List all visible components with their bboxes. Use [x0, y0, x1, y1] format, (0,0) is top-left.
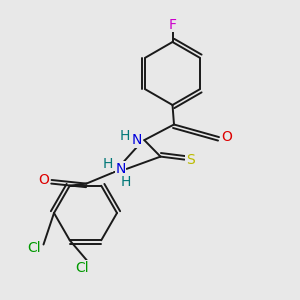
Text: F: F	[169, 18, 176, 32]
Text: H: H	[102, 157, 112, 171]
Text: Cl: Cl	[75, 261, 89, 274]
Text: N: N	[116, 162, 126, 176]
Text: O: O	[39, 173, 50, 187]
Text: N: N	[132, 133, 142, 147]
Text: O: O	[221, 130, 232, 144]
Text: H: H	[119, 129, 130, 142]
Text: Cl: Cl	[28, 241, 41, 254]
Text: S: S	[186, 153, 195, 166]
Text: H: H	[121, 175, 131, 189]
